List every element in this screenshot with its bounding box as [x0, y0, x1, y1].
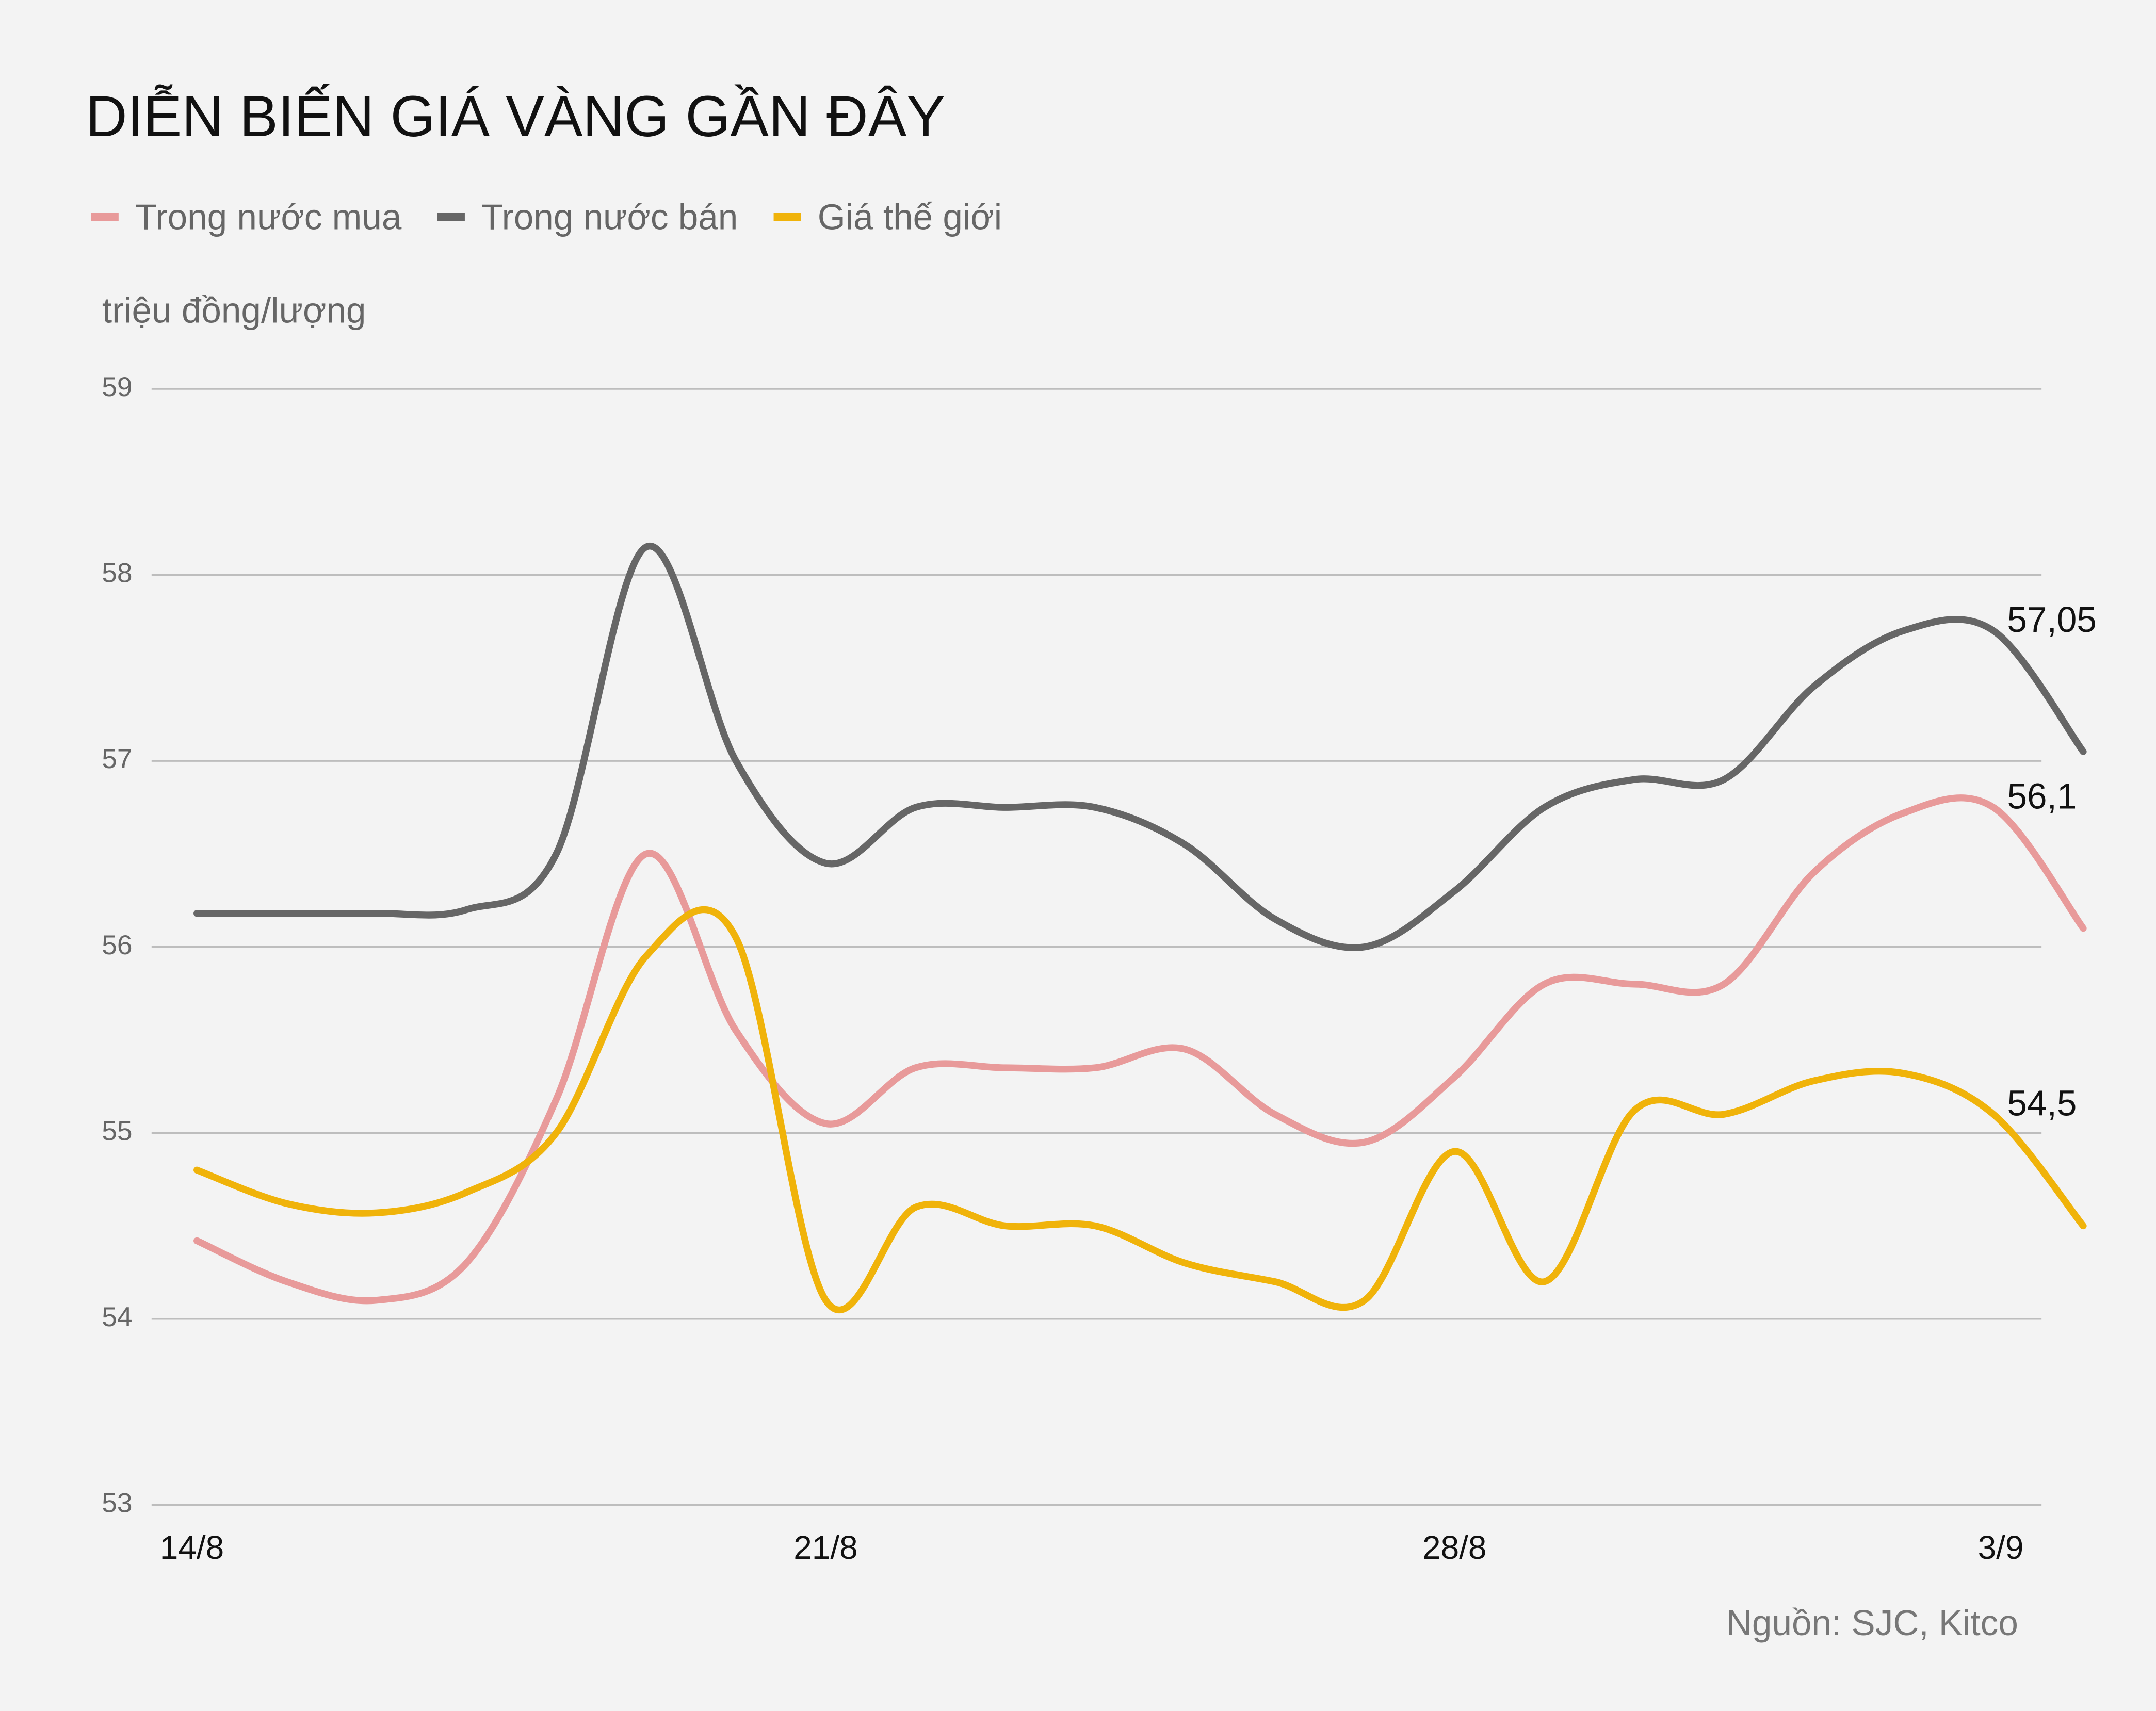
y-tick-label: 59 [102, 372, 132, 402]
legend-label: Giá thế giới [818, 197, 1002, 237]
x-tick-label: 3/9 [1978, 1529, 2024, 1566]
y-axis-label: triệu đồng/lượng [102, 290, 366, 331]
data-label: 54,5 [2007, 1083, 2077, 1123]
y-tick-label: 55 [102, 1116, 132, 1146]
y-tick-label: 53 [102, 1488, 132, 1518]
y-tick-label: 54 [102, 1302, 132, 1332]
x-tick-label: 14/8 [160, 1529, 224, 1566]
data-label: 57,05 [2007, 599, 2097, 640]
data-label: 56,1 [2007, 776, 2077, 817]
legend-label: Trong nước bán [481, 197, 738, 237]
y-tick-label: 58 [102, 558, 132, 589]
line-series [193, 906, 2087, 1314]
source: Nguồn: SJC, Kitco [1726, 1603, 2018, 1643]
x-tick-label: 28/8 [1422, 1529, 1486, 1566]
y-tick-label: 56 [102, 930, 132, 960]
chart-title: DIỄN BIẾN GIÁ VÀNG GẦN ĐÂY [86, 84, 945, 149]
legend-label: Trong nước mua [135, 197, 402, 237]
line-series [193, 543, 2087, 951]
y-tick-label: 57 [102, 744, 132, 774]
x-tick-label: 21/8 [793, 1529, 857, 1566]
